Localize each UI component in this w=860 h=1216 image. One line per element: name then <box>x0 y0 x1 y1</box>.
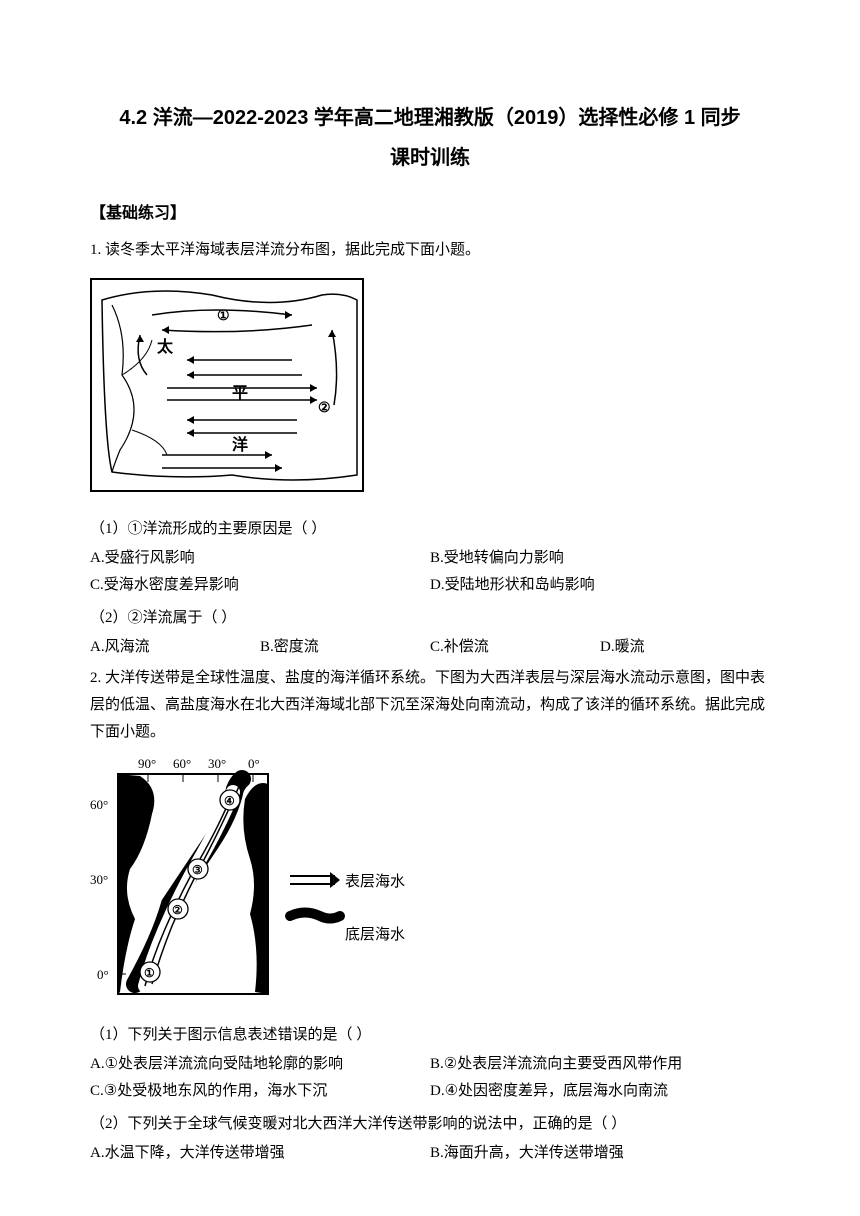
q2-sub2-optB: B.海面升高，大洋传送带增强 <box>430 1140 770 1167</box>
q1-sub2-text: （2）②洋流属于（ ） <box>90 605 770 632</box>
q1-tai-label: 太 <box>156 337 174 356</box>
q2-mark3: ③ <box>192 863 203 877</box>
q2-mark4: ④ <box>224 794 235 808</box>
q1-ping-label: 平 <box>232 384 248 402</box>
page-title-line2: 课时训练 <box>90 140 770 176</box>
q1-sub2-options: A.风海流 B.密度流 C.补偿流 D.暖流 <box>90 634 770 661</box>
q1-sub1-optD: D.受陆地形状和岛屿影响 <box>430 572 770 599</box>
q1-mark1-label: ① <box>217 309 230 324</box>
q2-lon-0: 0° <box>248 756 260 771</box>
q2-sub1-optD: D.④处因密度差异，底层海水向南流 <box>430 1078 770 1105</box>
q2-sub1-options: A.①处表层洋流流向受陆地轮廓的影响 B.②处表层洋流流向主要受西风带作用 C.… <box>90 1051 770 1105</box>
legend-surface-label: 表层海水 <box>345 873 405 890</box>
q1-yang-label: 洋 <box>232 435 248 454</box>
q2-lat-30: 30° <box>90 872 108 887</box>
q2-lon-60: 60° <box>173 756 191 771</box>
q1-sub2-optC: C.补偿流 <box>430 634 600 661</box>
q2-sub1-optC: C.③处受极地东风的作用，海水下沉 <box>90 1078 430 1105</box>
q2-figure: 90° 60° 30° 0° 60° 30° 0° ① ② ③ ④ 表 <box>90 754 770 1014</box>
q1-sub2-optA: A.风海流 <box>90 634 260 661</box>
page-title-line1: 4.2 洋流—2022-2023 学年高二地理湘教版（2019）选择性必修 1 … <box>90 100 770 136</box>
q2-lat-0: 0° <box>97 967 109 982</box>
q2-intro: 2. 大洋传送带是全球性温度、盐度的海洋循环系统。下图为大西洋表层与深层海水流动… <box>90 665 770 746</box>
q1-sub1-optC: C.受海水密度差异影响 <box>90 572 430 599</box>
q2-lon-90: 90° <box>138 756 156 771</box>
q1-sub2-optB: B.密度流 <box>260 634 430 661</box>
legend-deep-icon <box>290 912 340 918</box>
q2-sub1-optA: A.①处表层洋流流向受陆地轮廓的影响 <box>90 1051 430 1078</box>
q1-sub1-optA: A.受盛行风影响 <box>90 545 430 572</box>
q1-intro: 1. 读冬季太平洋海域表层洋流分布图，据此完成下面小题。 <box>90 237 770 264</box>
q1-sub2-optD: D.暖流 <box>600 634 770 661</box>
q1-figure: ① 太 平 ② 洋 <box>90 278 364 492</box>
q2-mark2: ② <box>172 903 183 917</box>
q1-sub1-optB: B.受地转偏向力影响 <box>430 545 770 572</box>
q2-mark1: ① <box>144 966 155 980</box>
q2-sub2-optA: A.水温下降，大洋传送带增强 <box>90 1140 430 1167</box>
q2-lat-60: 60° <box>90 797 108 812</box>
q1-mark2-label: ② <box>318 401 331 416</box>
q2-sub1-text: （1）下列关于图示信息表述错误的是（ ） <box>90 1022 770 1049</box>
q2-sub2-text: （2）下列关于全球气候变暖对北大西洋大洋传送带影响的说法中，正确的是（ ） <box>90 1111 770 1138</box>
legend-deep-label: 底层海水 <box>345 926 405 943</box>
q2-sub2-options: A.水温下降，大洋传送带增强 B.海面升高，大洋传送带增强 <box>90 1140 770 1167</box>
q1-sub1-text: （1）①洋流形成的主要原因是（ ） <box>90 516 770 543</box>
q2-lon-30: 30° <box>208 756 226 771</box>
section-header: 【基础练习】 <box>90 200 770 229</box>
q1-sub1-options: A.受盛行风影响 B.受地转偏向力影响 C.受海水密度差异影响 D.受陆地形状和… <box>90 545 770 599</box>
q2-sub1-optB: B.②处表层洋流流向主要受西风带作用 <box>430 1051 770 1078</box>
